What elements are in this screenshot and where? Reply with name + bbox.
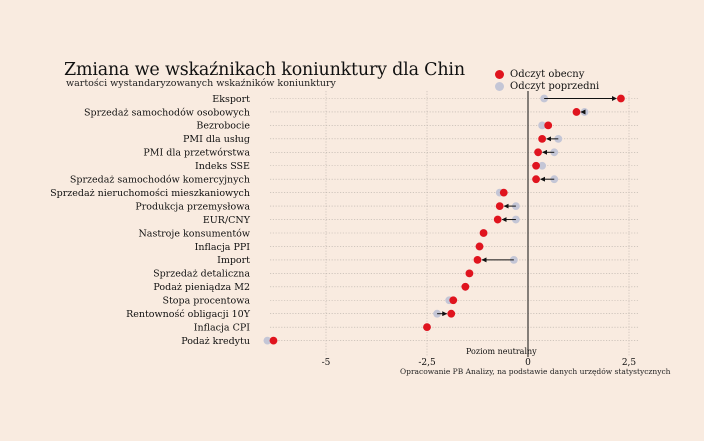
category-label: Stopa procentowa	[162, 296, 250, 307]
category-label: Inflacja PPI	[195, 242, 251, 253]
point-previous	[263, 336, 272, 345]
x-tick-label: 2,5	[622, 358, 637, 368]
point-previous	[540, 94, 549, 103]
zero-line-label: Poziom neutralny	[466, 347, 537, 356]
point-current	[572, 108, 581, 116]
category-label: Import	[217, 255, 250, 266]
point-current	[617, 94, 625, 103]
point-current	[461, 282, 470, 291]
x-tick-label: -5	[322, 358, 331, 368]
category-label: Sprzedaż detaliczna	[153, 269, 250, 280]
point-current	[465, 269, 474, 278]
source-note: Opracowanie PB Analizy, na podstawie dan…	[400, 367, 671, 376]
point-current	[447, 309, 456, 318]
category-label: PMI dla przetwórstwa	[143, 148, 250, 159]
legend-label-current: Odczyt obecny	[510, 68, 585, 80]
point-current	[269, 336, 278, 345]
point-current	[532, 175, 540, 184]
chart-title: Zmiana we wskaźnikach koniunktury dla Ch…	[64, 60, 465, 80]
point-previous	[538, 121, 547, 130]
point-current	[493, 215, 502, 224]
category-label: Rentowność obligacji 10Y	[126, 309, 251, 320]
chart-subtitle: wartości wystandaryzowanych wskaźników k…	[66, 78, 336, 89]
category-label: Sprzedaż nieruchomości mieszkaniowych	[50, 188, 250, 199]
point-current	[534, 148, 542, 157]
category-label: Indeks SSE	[195, 161, 250, 172]
category-label: Podaż kredytu	[181, 336, 250, 347]
point-current	[479, 229, 488, 237]
category-label: Eksport	[212, 94, 250, 105]
category-label: Podaż pieniądza M2	[153, 282, 250, 293]
legend-marker-previous	[495, 81, 504, 91]
point-current	[473, 256, 482, 264]
point-current	[544, 121, 553, 130]
point-current	[475, 242, 484, 251]
point-current	[499, 188, 508, 197]
legend-marker-current	[495, 69, 504, 79]
point-current	[449, 296, 458, 305]
point-current	[495, 202, 504, 211]
x-tick-label: -2,5	[418, 358, 436, 368]
legend-item-previous: Odczyt poprzedni	[495, 80, 599, 92]
category-label: PMI dla usług	[183, 134, 250, 145]
category-label: Nastroje konsumentów	[138, 228, 250, 239]
point-current	[538, 134, 547, 143]
category-label: EUR/CNY	[203, 215, 251, 226]
point-previous	[538, 161, 547, 170]
point-current	[532, 161, 540, 170]
legend-label-previous: Odczyt poprzedni	[510, 80, 600, 92]
legend-item-current: Odczyt obecny	[495, 68, 599, 80]
chart-legend: Odczyt obecny Odczyt poprzedni	[495, 68, 599, 92]
category-label: Produkcja przemysłowa	[135, 201, 250, 212]
category-label: Sprzedaż samochodów komercyjnych	[70, 175, 250, 186]
category-label: Sprzedaż samochodów osobowych	[84, 107, 250, 118]
x-tick-label: 0	[525, 358, 531, 368]
point-current	[423, 323, 431, 332]
category-label: Inflacja CPI	[194, 322, 250, 333]
category-label: Bezrobocie	[196, 121, 250, 132]
